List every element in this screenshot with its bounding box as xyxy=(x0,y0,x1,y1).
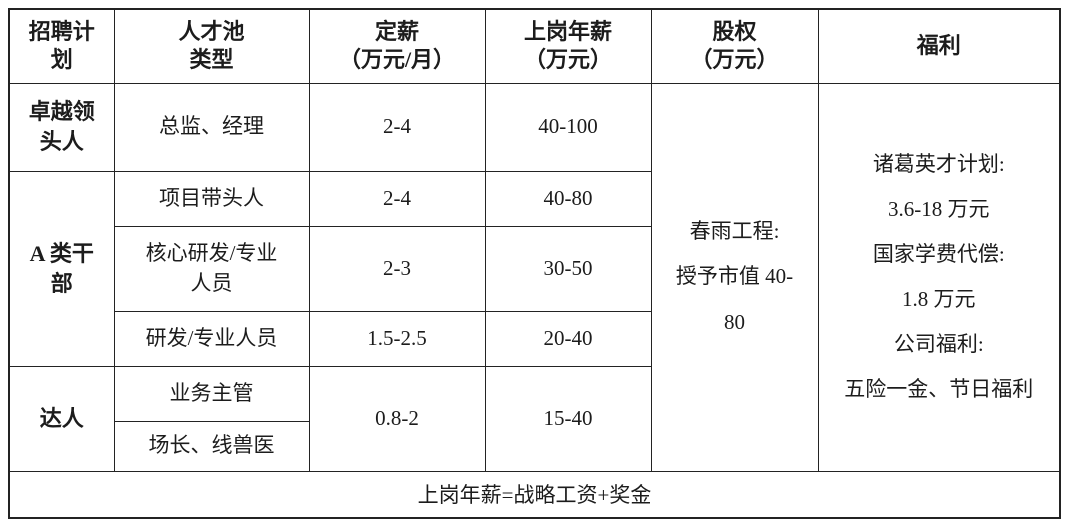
column-header-talent-pool-type: 人才池 类型 xyxy=(113,8,310,84)
table-row: 研发/专业人员 1.5-2.5 20-40 xyxy=(9,310,1060,367)
column-header-welfare: 福利 xyxy=(817,8,1061,84)
table-row: 核心研发/专业 人员 2-3 30-50 xyxy=(9,225,1060,312)
column-header-fixed-salary: 定薪 （万元/月） xyxy=(308,8,486,84)
pool-type-cell: 研发/专业人员 xyxy=(113,310,310,367)
table-row: A 类干 部 项目带头人 2-4 40-80 xyxy=(8,170,1060,367)
plan-cell-outstanding-leader: 卓越领 头人 xyxy=(8,82,115,172)
column-header-annual-salary: 上岗年薪 （万元） xyxy=(484,8,652,84)
pool-type-cell: 核心研发/专业 人员 xyxy=(113,225,310,312)
fixed-salary-cell: 1.5-2.5 xyxy=(308,310,486,367)
fixed-salary-cell: 0.8-2 xyxy=(308,365,486,472)
pool-type-cell: 业务主管 xyxy=(113,365,310,422)
plan-cell-class-a-cadre: A 类干 部 xyxy=(8,170,115,367)
plan-cell-talent: 达人 xyxy=(8,365,115,472)
fixed-salary-cell: 2-4 xyxy=(308,82,486,172)
annual-salary-cell: 30-50 xyxy=(484,225,652,312)
pool-type-cell: 场长、线兽医 xyxy=(113,420,310,472)
table-row: 场长、线兽医 xyxy=(9,420,1060,472)
annual-salary-cell: 40-100 xyxy=(484,82,652,172)
footnote-row: 上岗年薪=战略工资+奖金 xyxy=(8,470,1061,519)
column-header-equity: 股权 （万元） xyxy=(650,8,819,84)
equity-cell: 春雨工程: 授予市值 40- 80 xyxy=(650,82,819,472)
table-row: 卓越领 头人 总监、经理 2-4 40-100 春雨工程: 授予市值 40- 8… xyxy=(8,82,1061,472)
annual-salary-cell: 40-80 xyxy=(484,170,652,227)
welfare-cell: 诸葛英才计划: 3.6-18 万元 国家学费代偿: 1.8 万元 公司福利: 五… xyxy=(817,82,1061,472)
pool-type-cell: 项目带头人 xyxy=(113,170,310,227)
recruitment-salary-table: 招聘计 划 人才池 类型 定薪 （万元/月） 上岗年薪 （万元） 股权 （万元）… xyxy=(8,8,1061,519)
column-header-recruitment-plan: 招聘计 划 xyxy=(8,8,115,84)
fixed-salary-cell: 2-3 xyxy=(308,225,486,312)
table-row: 达人 业务主管 0.8-2 15-40 xyxy=(8,365,1060,472)
annual-salary-cell: 20-40 xyxy=(484,310,652,367)
header-row: 招聘计 划 人才池 类型 定薪 （万元/月） 上岗年薪 （万元） 股权 （万元）… xyxy=(8,8,1061,84)
pool-type-cell: 总监、经理 xyxy=(113,82,310,172)
fixed-salary-cell: 2-4 xyxy=(308,170,486,227)
footnote: 上岗年薪=战略工资+奖金 xyxy=(8,470,1061,519)
annual-salary-cell: 15-40 xyxy=(484,365,652,472)
